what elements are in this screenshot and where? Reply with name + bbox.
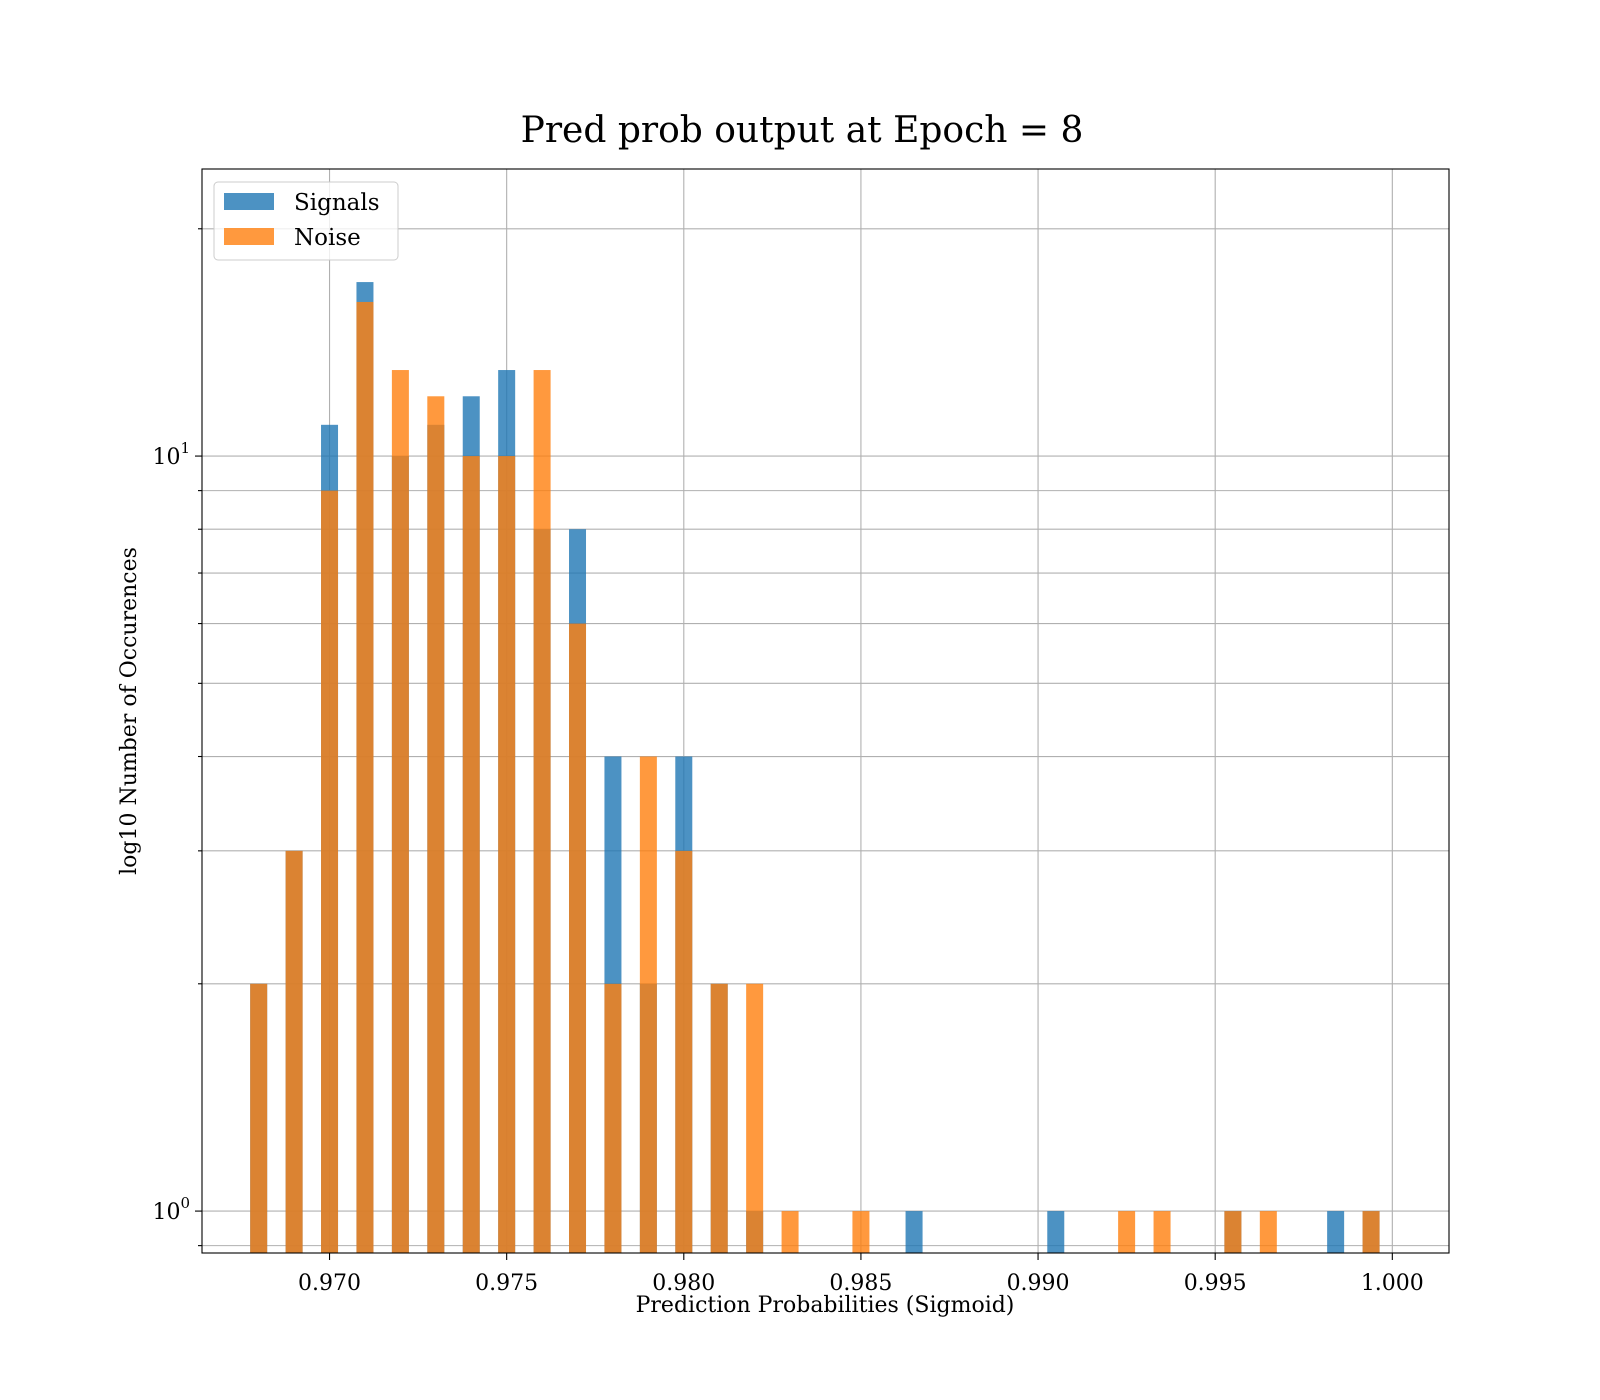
bar-noise: [1224, 1211, 1242, 1253]
x-tick-label: 0.970: [298, 1271, 361, 1296]
bar-noise: [427, 396, 445, 1254]
series-noise: [250, 301, 1380, 1254]
bar-noise: [1118, 1211, 1136, 1253]
plot-frame: [201, 168, 1450, 1254]
bar-noise: [321, 490, 339, 1254]
legend-swatch: [224, 228, 274, 245]
bar-noise: [710, 983, 728, 1253]
bar-noise: [498, 456, 516, 1253]
x-tick-label: 0.995: [1184, 1271, 1247, 1296]
bar-noise: [781, 1211, 799, 1253]
bar-noise: [285, 850, 303, 1253]
bar-noise: [1259, 1211, 1277, 1253]
bar-noise: [533, 370, 551, 1253]
legend-swatch: [224, 193, 274, 210]
bar-noise: [604, 983, 622, 1253]
legend: Signals Noise: [213, 181, 399, 261]
bar-noise: [852, 1211, 870, 1253]
x-tick-label: 0.975: [475, 1271, 538, 1296]
bar-noise: [1362, 1211, 1380, 1253]
x-tick-label: 0.985: [829, 1271, 892, 1296]
grid: [202, 169, 1449, 1253]
bar-noise: [391, 370, 409, 1253]
bar-noise: [675, 850, 693, 1253]
bars: [250, 282, 1380, 1254]
y-axis-label: log10 Number of Occurences: [117, 547, 142, 875]
bar-noise: [1153, 1211, 1171, 1253]
legend-label: Noise: [294, 225, 361, 251]
chart-title: Pred prob output at Epoch = 8: [521, 110, 1084, 151]
bar-noise: [746, 983, 764, 1253]
bar-noise: [639, 756, 657, 1253]
series-signals: [250, 282, 1380, 1254]
legend-label: Signals: [294, 190, 380, 216]
y-tick-label: 100: [152, 1194, 190, 1225]
x-tick-label: 0.980: [652, 1271, 715, 1296]
bar-noise: [356, 301, 374, 1253]
bar-signals: [905, 1211, 923, 1253]
x-tick-label: 1.000: [1361, 1271, 1424, 1296]
bar-signals: [1327, 1211, 1345, 1253]
ticks: 0.970 0.975 0.980 0.985 0.990 0.995 1.000 100 10…: [152, 228, 1424, 1296]
bar-noise: [462, 456, 480, 1253]
bar-noise: [569, 623, 587, 1253]
x-tick-label: 0.990: [1007, 1271, 1070, 1296]
bar-signals: [1047, 1211, 1065, 1253]
x-axis-label: Prediction Probabilities (Sigmoid): [636, 1293, 1015, 1318]
y-tick-label: 101: [152, 439, 190, 470]
bar-noise: [250, 983, 268, 1253]
